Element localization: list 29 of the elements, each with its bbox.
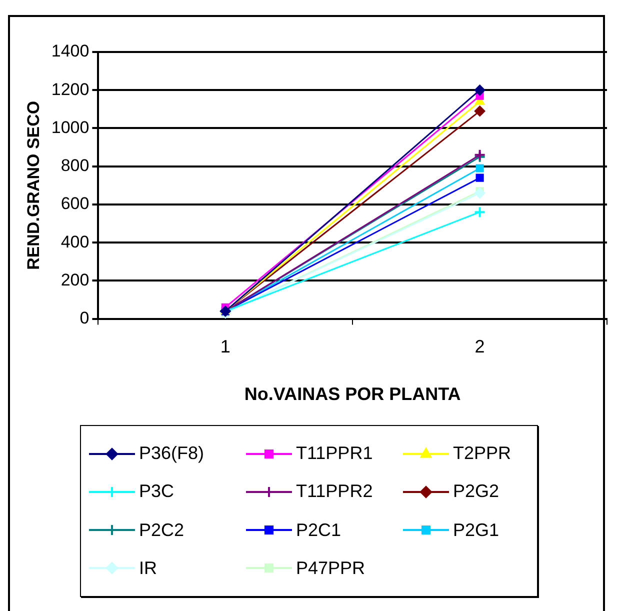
y-tick-label: 1200 [51, 80, 90, 99]
legend-label: P2C2 [139, 520, 184, 541]
legend-label: P3C [139, 481, 174, 502]
y-tick-label: 600 [60, 194, 90, 214]
y-axis-title: REND.GRANO SECO [24, 100, 43, 270]
legend-label: P2G1 [453, 520, 500, 541]
y-tick-label: 200 [60, 270, 90, 290]
legend-label: P36(F8) [139, 443, 204, 464]
y-tick-label: 1000 [51, 118, 90, 137]
point [474, 106, 486, 117]
point [476, 174, 484, 182]
legend-label: P47PPR [296, 558, 366, 579]
legend-label: IR [139, 558, 157, 579]
x-tick-label: 1 [220, 336, 230, 357]
x-tick-label: 2 [474, 336, 485, 357]
y-tick-label: 400 [60, 232, 90, 252]
point [474, 84, 486, 96]
legend-label: T2PPR [453, 443, 512, 464]
legend-label: T11PPR1 [296, 443, 373, 464]
legend-label: P2G2 [453, 481, 500, 502]
point [474, 188, 486, 199]
y-tick-label: 800 [60, 156, 90, 176]
legend-label: T11PPR2 [296, 481, 373, 502]
legend-label: P2C1 [296, 520, 342, 541]
x-axis-title: No.VAINAS POR PLANTA [244, 384, 461, 404]
point [474, 206, 486, 218]
point [476, 164, 484, 172]
y-tick-label: 1400 [51, 42, 90, 61]
y-tick-label: 0 [80, 308, 90, 328]
